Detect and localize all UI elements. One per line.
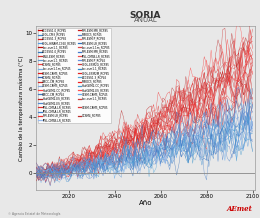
Legend: ACCESS1.0_RCP85, GFDL-CM3_RCP45, ACCESS1.3_RCP85, GFDL-HIRAM-C360_RCP45, bcc-csm: ACCESS1.0_RCP85, GFDL-CM3_RCP45, ACCESS1… — [38, 27, 112, 123]
Text: © Agencia Estatal de Meteorología: © Agencia Estatal de Meteorología — [8, 212, 60, 216]
Text: AEmet: AEmet — [226, 204, 252, 213]
Y-axis label: Cambio de la temperatura máxima (°C): Cambio de la temperatura máxima (°C) — [18, 55, 24, 161]
X-axis label: Año: Año — [139, 200, 152, 206]
Title: SORIA: SORIA — [130, 11, 161, 20]
Text: ANUAL: ANUAL — [134, 17, 158, 23]
